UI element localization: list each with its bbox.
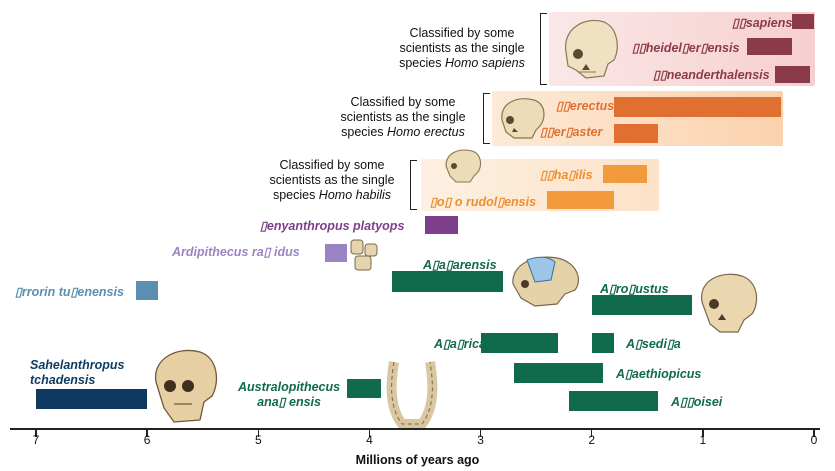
- axis-tick: [702, 429, 704, 437]
- label-homo-ergaster: ▯▯er▯aster: [540, 125, 603, 139]
- axis-tick-label: 4: [366, 433, 373, 447]
- sapiens-bracket: [540, 13, 547, 85]
- note-line: Classified by some: [350, 95, 456, 109]
- note-line: Classified by some: [279, 158, 385, 172]
- axis-tick-label: 3: [477, 433, 484, 447]
- axis-tick: [368, 429, 371, 437]
- sapiens-classification-note: Classified by some scientists as the sin…: [382, 26, 542, 71]
- note-line: Classified by some: [409, 26, 515, 40]
- bar-sahelanthropus: [36, 389, 148, 409]
- label-sahelanthropus-tchadensis: Sahelanthropus tchadensis: [30, 358, 124, 388]
- homo-erectus-skull-icon: [501, 98, 545, 139]
- bar-boisei: [569, 391, 659, 411]
- label-orrorin-tugenensis: ▯rrorin tu▯enensis: [15, 285, 124, 299]
- note-species: Homo sapiens: [444, 56, 525, 70]
- axis-tick: [257, 429, 260, 437]
- note-species: Homo habilis: [318, 188, 392, 202]
- label-homo-neanderthalensis: ▯▯neanderthalensis: [653, 68, 770, 82]
- axis-tick: [146, 429, 148, 437]
- axis-tick: [590, 429, 593, 437]
- note-prefix: species: [341, 125, 388, 139]
- bar-habilis: [602, 165, 648, 183]
- label-australopithecus-sediba: A▯sedi▯a: [626, 337, 681, 351]
- note-line: scientists as the single: [269, 173, 395, 187]
- erectus-bracket: [483, 93, 490, 144]
- label-homo-sapiens: ▯▯sapiens: [732, 16, 793, 30]
- note-line: species Homo habilis: [252, 188, 412, 203]
- label-line: tchadensis: [30, 373, 96, 387]
- time-axis-label: Millions of years ago: [355, 453, 480, 467]
- bar-robustus: [591, 295, 692, 315]
- homo-sapiens-skull-icon: [565, 20, 618, 79]
- bar-aethiopicus: [513, 363, 603, 383]
- label-australopithecus-aethiopicus: A▯aethiopicus: [616, 367, 702, 381]
- axis-tick-label: 0: [810, 433, 818, 447]
- axis-tick-label: 6: [143, 433, 151, 447]
- note-prefix: species: [399, 56, 445, 70]
- label-homo-erectus: ▯▯erectus: [556, 99, 615, 113]
- bar-heidelbergensis: [747, 38, 792, 55]
- bar-sapiens: [791, 14, 814, 29]
- ardipithecus-bones-icon: [350, 239, 378, 271]
- label-line: ana▯ ensis: [257, 395, 321, 409]
- australopithecus-robustus-skull-icon: [701, 273, 758, 333]
- bar-tugenensis: [136, 281, 159, 300]
- bar-neanderthalensis: [775, 66, 810, 83]
- note-species: Homo erectus: [387, 125, 465, 139]
- bar-africanus: [480, 333, 559, 353]
- note-line: species Homo erectus: [323, 125, 483, 140]
- sahelanthropus-skull-icon: [155, 349, 218, 423]
- axis-tick: [813, 429, 815, 437]
- bar-ramidus: [324, 244, 348, 262]
- bar-platyops: [425, 216, 459, 234]
- bar-ergaster: [613, 124, 659, 143]
- habilis-bracket: [410, 160, 417, 210]
- axis-tick: [35, 429, 37, 437]
- label-australopithecus-anamensis: Australopithecus ana▯ ensis: [238, 380, 340, 410]
- homo-habilis-skull-icon: [445, 149, 482, 183]
- label-line: Sahelanthropus: [30, 358, 125, 372]
- note-line: scientists as the single: [399, 41, 525, 55]
- bar-anamensis: [347, 379, 381, 398]
- bar-afarensis: [391, 271, 503, 292]
- label-kenyanthropus-platyops: ▯enyanthropus platyops: [260, 219, 405, 233]
- axis-tick-label: 2: [588, 433, 596, 447]
- note-line: species Homo sapiens: [382, 56, 542, 71]
- label-australopithecus-africanus: A▯a▯ricanus: [434, 337, 509, 351]
- label-line: Australopithecus: [238, 380, 341, 394]
- label-australopithecus-robustus: A▯ro▯ustus: [600, 282, 669, 296]
- bar-sediba: [591, 333, 614, 353]
- note-line: scientists as the single: [340, 110, 466, 124]
- jaw-teeth-icon: [386, 361, 438, 429]
- label-homo-rudolfensis: ▯o▯ o rudol▯ensis: [430, 195, 537, 209]
- label-australopithecus-afarensis: A▯a▯arensis: [423, 258, 497, 272]
- note-prefix: species: [272, 188, 319, 202]
- habilis-classification-note: Classified by some scientists as the sin…: [252, 158, 412, 203]
- axis-tick-label: 7: [32, 433, 40, 447]
- label-homo-heidelbergensis: ▯▯heidel▯er▯ensis: [632, 41, 740, 55]
- label-homo-habilis: ▯▯ha▯ilis: [540, 168, 593, 182]
- axis-tick: [479, 429, 482, 437]
- time-axis-line: [10, 428, 820, 430]
- axis-tick-label: 5: [254, 433, 262, 447]
- australopithecus-afarensis-skull-icon: [512, 256, 579, 307]
- bar-erectus: [613, 97, 781, 117]
- erectus-classification-note: Classified by some scientists as the sin…: [323, 95, 483, 140]
- axis-tick-label: 1: [699, 433, 707, 447]
- label-ardipithecus-ramidus: Ardipithecus ra▯ idus: [172, 245, 300, 259]
- label-australopithecus-boisei: A▯▯oisei: [671, 395, 723, 409]
- bar-rudolfensis: [547, 191, 614, 209]
